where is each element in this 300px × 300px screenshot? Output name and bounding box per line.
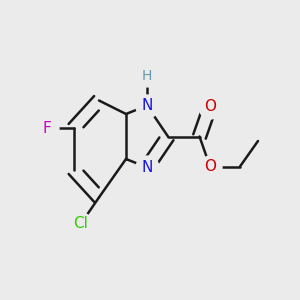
Text: F: F: [42, 121, 51, 136]
Text: N: N: [141, 98, 153, 113]
Text: O: O: [204, 159, 216, 174]
Text: H: H: [142, 69, 152, 82]
Text: N: N: [141, 160, 153, 175]
Text: Cl: Cl: [74, 216, 88, 231]
Text: O: O: [204, 99, 216, 114]
